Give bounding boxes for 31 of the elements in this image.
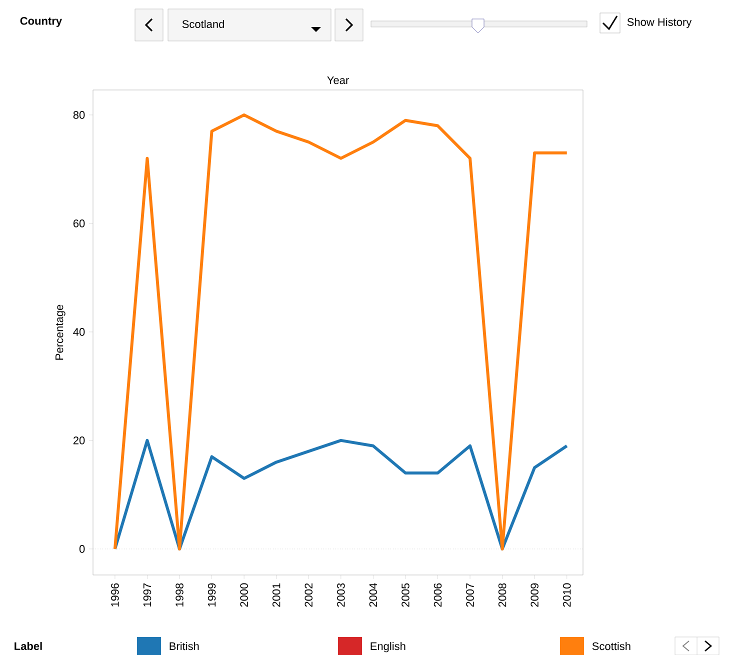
- x-tick-label: 1997: [143, 583, 152, 606]
- x-tick-label: 1999: [208, 583, 216, 606]
- legend-title: Label: [14, 642, 42, 650]
- y-tick-label: 20: [73, 436, 85, 444]
- x-tick-label: 2000: [240, 583, 248, 607]
- y-tick-label: 40: [73, 328, 85, 336]
- chart-title: Year: [327, 76, 349, 84]
- line-series: [113, 113, 568, 550]
- x-tick-label: 2008: [498, 583, 506, 607]
- legend-label: English: [370, 642, 406, 652]
- y-tick-label: 60: [73, 220, 85, 228]
- x-tick-label: 2005: [402, 583, 410, 607]
- x-tick-label: 2009: [530, 583, 538, 607]
- line-series: [113, 438, 568, 550]
- x-tick-label: 2004: [369, 583, 378, 607]
- x-tick-label: 2002: [304, 583, 313, 607]
- text: Scotland: [182, 20, 224, 28]
- x-tick-label: 1996: [111, 583, 119, 606]
- x-tick-label: 2001: [272, 583, 280, 607]
- legend-label: British: [170, 642, 199, 650]
- x-tick-label: 2003: [337, 583, 345, 607]
- y-tick-label: 0: [79, 545, 85, 553]
- x-tick-label: 2006: [434, 583, 442, 607]
- x-tick-label: 2007: [466, 583, 474, 607]
- y-tick-label: 80: [73, 111, 85, 119]
- x-tick-label: 1998: [176, 583, 184, 606]
- y-axis-title: Percentage: [56, 304, 66, 360]
- x-tick-label: 2010: [562, 583, 571, 607]
- legend-label: Scottish: [592, 642, 630, 650]
- text: Country: [20, 17, 62, 27]
- text: Show History: [627, 18, 692, 28]
